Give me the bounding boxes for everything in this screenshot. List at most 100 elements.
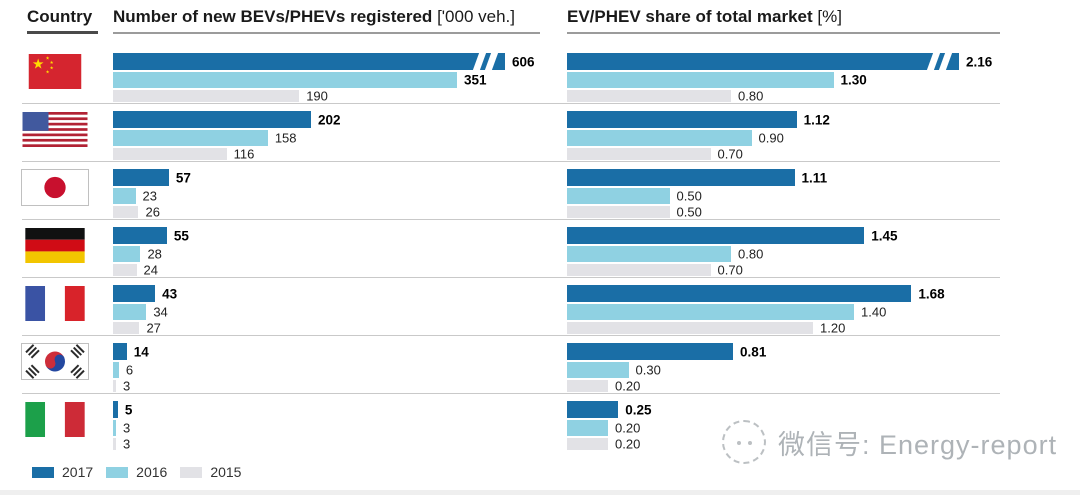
bar-value-label: 34 [153,304,168,320]
bar-value-label: 0.70 [717,262,743,278]
flag-france-icon [22,286,88,321]
bar-value-label: 3 [122,420,131,436]
registrations-bars-france: 43 34 27 [113,285,177,336]
bar-2017: 14 [113,343,149,360]
legend-item-2015: 2015 [180,464,241,480]
left-chart-header-rule [113,32,540,34]
left-chart-title: Number of new BEVs/PHEVs registered ['00… [113,7,515,27]
bar-value-label: 351 [463,72,487,88]
bar-value-label: 27 [146,320,161,336]
legend-item-2017: 2017 [32,464,93,480]
bar-value-label: 0.30 [635,362,661,378]
legend-swatch-2017 [32,466,54,478]
bar-value-label: 0.20 [615,378,641,394]
country-row-usa: 202 158 116 1.12 0.90 0.70 [22,104,1000,162]
legend-label-2016: 2016 [136,464,168,480]
bar-value-label: 1.45 [871,228,898,243]
bar-2017: 43 [113,285,177,302]
market-share-bars-france: 1.68 1.40 1.20 [567,285,945,336]
bar-2015: 190 [113,89,328,104]
bar-2017: 1.68 [567,285,945,302]
flag-germany-icon [22,228,88,263]
bar-value-label: 3 [122,436,131,452]
flag-japan-icon [21,169,89,206]
bar-value-label: 0.90 [758,130,784,146]
bar-value-label: 28 [147,246,162,262]
bar-2016: 0.20 [567,420,640,436]
country-row-japan: 57 23 26 1.11 0.50 0.50 [21,162,1000,220]
bar-value-label: 23 [142,188,157,204]
bar-value-label: 0.80 [738,88,764,104]
market-share-bars-south-korea: 0.81 0.30 0.20 [567,343,766,394]
bar-2015: 0.20 [567,379,640,394]
bar-value-label: 1.12 [803,112,830,127]
bar-value-label: 606 [512,54,535,69]
bar-value-label: 1.40 [861,304,887,320]
bar-value-label: 26 [145,204,160,220]
right-chart-title-text: EV/PHEV share of total market [567,7,813,26]
market-share-bars-japan: 1.11 0.50 0.50 [567,169,827,220]
bar-2016: 351 [113,72,487,88]
registrations-bars-japan: 57 23 26 [113,169,191,220]
bar-2017: 57 [113,169,191,186]
bar-2017: 1.11 [567,169,827,186]
bar-2015: 0.70 [567,147,743,162]
market-share-bars-italy: 0.25 0.20 0.20 [567,401,652,452]
country-row-germany: 55 28 24 1.45 0.80 0.70 [22,220,1000,278]
bar-2015: 24 [113,263,158,278]
bar-value-label: 0.50 [676,188,702,204]
registrations-bars-south-korea: 14 6 3 [113,343,149,394]
bar-2016: 1.40 [567,304,886,320]
bar-value-label: 2.16 [966,54,993,69]
bar-2016: 0.90 [567,130,784,146]
market-share-bars-usa: 1.12 0.90 0.70 [567,111,830,162]
bar-2016: 28 [113,246,162,262]
bar-value-label: 0.20 [615,436,641,452]
bar-2016: 158 [113,130,297,146]
bar-2017: 1.45 [567,227,898,244]
bar-2015: 3 [113,437,130,452]
watermark: 微信号: Energy-report [722,420,1057,464]
bar-value-label: 55 [173,228,189,243]
flag-usa-icon [22,112,88,147]
bar-2015: 26 [113,205,160,220]
registrations-bars-china: 606 351 190 [113,50,535,104]
right-chart-header-rule [567,32,1000,34]
market-share-bars-germany: 1.45 0.80 0.70 [567,227,898,278]
bar-value-label: 0.81 [740,344,767,359]
bar-2017: 55 [113,227,189,244]
bar-2015: 0.20 [567,437,640,452]
bar-value-label: 190 [306,88,328,104]
axis-break-mark [483,50,500,73]
legend-swatch-2016 [106,466,129,478]
market-share-bars-china: 2.16 1.30 0.80 [567,50,992,104]
bar-value-label: 1.20 [820,320,846,336]
bottom-border-strip [0,490,1080,495]
bar-value-label: 116 [233,146,255,162]
bar-value-label: 0.70 [717,146,743,162]
bar-2015: 3 [113,379,130,394]
country-rows: 606 351 190 2.16 1.30 0.80 202 158 116 1.12 0.90 0.… [21,46,1000,452]
bar-2016: 23 [113,188,157,204]
bar-2016: 6 [113,362,133,378]
country-row-italy: 5 3 3 0.25 0.20 0.20 [22,394,1000,452]
bar-2016: 1.30 [567,72,867,88]
legend-label-2015: 2015 [210,464,242,480]
right-chart-unit: [%] [817,7,842,26]
bar-2015: 0.50 [567,205,702,220]
registrations-bars-usa: 202 158 116 [113,111,340,162]
bar-value-label: 57 [175,170,191,185]
country-row-france: 43 34 27 1.68 1.40 1.20 [22,278,1000,336]
bar-2017: 606 [113,50,535,73]
bar-2016: 3 [113,420,130,436]
bar-value-label: 1.68 [918,286,945,301]
wechat-sketch-logo-icon [722,420,766,464]
left-chart-unit: ['000 veh.] [437,7,515,26]
bar-2015: 1.20 [567,321,845,336]
right-chart-title: EV/PHEV share of total market [%] [567,7,842,27]
flag-china-icon [22,54,88,89]
country-row-south-korea: 14 6 3 0.81 0.30 0.20 [21,336,1000,394]
bar-2017: 0.25 [567,401,652,418]
